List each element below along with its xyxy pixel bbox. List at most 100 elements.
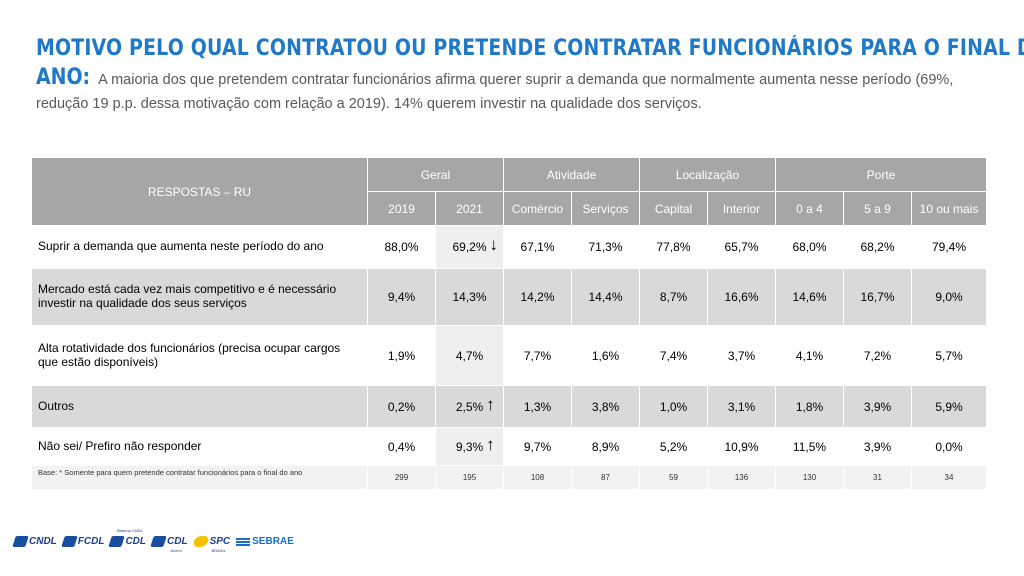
row-label: Outros — [31, 385, 368, 428]
column-header: Capital — [639, 191, 708, 226]
cell-value: 3,8% — [571, 385, 640, 428]
cell-value: 16,7% — [843, 268, 912, 326]
cell-value: 8,7% — [639, 268, 708, 326]
cell-value: 5,9% — [910, 385, 988, 428]
cell-value: 88,0% — [367, 225, 436, 269]
cell-value: 3,7% — [707, 325, 776, 386]
cell-value: 67,1% — [503, 225, 572, 269]
arrow-up-icon: ↑ — [486, 394, 495, 414]
cell-value: 4,7% — [435, 325, 504, 386]
base-value: 136 — [707, 465, 776, 490]
partner-logos: CNDL FCDL Sistema CNDL CDL CDL Jovem SPC BR… — [12, 528, 294, 553]
cell-value: 2,5% ↑ — [435, 385, 504, 428]
cell-value: 1,8% — [775, 385, 844, 428]
sebrae-mark-icon — [236, 537, 251, 546]
page-title: MOTIVO PELO QUAL CONTRATOU OU PRETENDE C… — [36, 36, 1024, 61]
cell-value: 14,4% — [571, 268, 640, 326]
group-header-geral: Geral — [367, 157, 504, 192]
base-row: Base: * Somente para quem pretende contr… — [31, 465, 988, 490]
logo-name: SPC — [209, 536, 231, 547]
cell-value: 1,3% — [503, 385, 572, 428]
column-header: 2021 — [435, 191, 504, 226]
base-value: 130 — [775, 465, 844, 490]
base-label: Base: * Somente para quem pretende contr… — [31, 465, 368, 490]
cell-value: 9,7% — [503, 427, 572, 466]
spc-mark-icon — [191, 536, 210, 547]
cell-value: 8,9% — [571, 427, 640, 466]
sebrae-logo: SEBRAE — [236, 536, 294, 547]
logo-caption: Jovem — [170, 548, 182, 553]
cell-value: 5,7% — [910, 325, 988, 386]
cell-value: 0,4% — [367, 427, 436, 466]
cell-value: 9,0% — [910, 268, 988, 326]
base-value: 195 — [435, 465, 504, 490]
cndl-mark-icon — [12, 536, 29, 547]
logo-caption: Sistema CNDL — [116, 528, 143, 533]
cell-value: 3,9% — [843, 427, 912, 466]
cdl-jovem-logo: CDL Jovem — [150, 536, 188, 553]
column-header: 0 a 4 — [775, 191, 844, 226]
row-label: Mercado está cada vez mais competitivo e… — [31, 268, 368, 326]
cell-value: 9,3% ↑ — [435, 427, 504, 466]
cdl-jovem-mark-icon — [150, 536, 167, 547]
title-lead: ANO: — [36, 64, 91, 90]
subtitle-line-1: ANO: A maioria dos que pretendem contrat… — [36, 65, 996, 92]
cell-value: 14,6% — [775, 268, 844, 326]
cell-value: 5,2% — [639, 427, 708, 466]
cell-value: 0,0% — [910, 427, 988, 466]
table-row: Não sei/ Prefiro não responder 0,4% 9,3%… — [31, 427, 988, 466]
subtitle-text-2: redução 19 p.p. dessa motivação com rela… — [36, 95, 702, 112]
cell-value: 7,2% — [843, 325, 912, 386]
row-label: Não sei/ Prefiro não responder — [31, 427, 368, 466]
table-row: Alta rotatividade dos funcionários (prec… — [31, 325, 988, 386]
cell-value-text: 69,2% — [452, 240, 487, 254]
base-value: 34 — [910, 465, 988, 490]
cell-value: 7,7% — [503, 325, 572, 386]
title-block: MOTIVO PELO QUAL CONTRATOU OU PRETENDE C… — [36, 36, 1024, 113]
cell-value: 9,4% — [367, 268, 436, 326]
row-label: Suprir a demanda que aumenta neste perío… — [31, 225, 368, 269]
column-header: 5 a 9 — [843, 191, 912, 226]
results-table: RESPOSTAS – RU Geral Atividade Localizaç… — [31, 157, 988, 490]
row-label: Alta rotatividade dos funcionários (prec… — [31, 325, 368, 386]
table-row: Suprir a demanda que aumenta neste perío… — [31, 225, 988, 269]
group-header-porte: Porte — [774, 157, 988, 192]
logo-name: CDL — [125, 536, 147, 547]
cell-value: 7,4% — [639, 325, 708, 386]
logo-name: FCDL — [77, 536, 105, 547]
cell-value: 65,7% — [707, 225, 776, 269]
cell-value: 3,1% — [707, 385, 776, 428]
cdl-mark-icon — [108, 536, 126, 547]
cell-value: 1,9% — [367, 325, 436, 386]
responses-header: RESPOSTAS – RU — [31, 157, 368, 226]
cndl-logo: CNDL — [12, 536, 57, 547]
column-header: 10 ou mais — [910, 191, 988, 226]
logo-caption: BRASIL — [211, 548, 226, 553]
cell-value: 71,3% — [571, 225, 640, 269]
table-row: Outros 0,2% 2,5% ↑ 1,3% 3,8% 1,0% 3,1% 1,… — [31, 385, 988, 428]
logo-name: SEBRAE — [252, 536, 294, 547]
logo-name: CNDL — [29, 536, 57, 547]
subtitle-text-1: A maioria dos que pretendem contratar fu… — [94, 71, 954, 88]
cell-value: 69,2% ↓ — [435, 225, 504, 269]
cdl-logo: Sistema CNDL CDL — [108, 528, 147, 547]
base-value: 59 — [639, 465, 708, 490]
group-header-atividade: Atividade — [503, 157, 640, 192]
cell-value-text: 2,5% — [455, 399, 484, 414]
column-header: Serviços — [571, 191, 640, 226]
arrow-up-icon: ↑ — [486, 434, 495, 454]
cell-value-text: 9,3% — [455, 439, 484, 454]
cell-value: 77,8% — [639, 225, 708, 269]
cell-value: 4,1% — [775, 325, 844, 386]
cell-value: 1,6% — [571, 325, 640, 386]
column-header: Interior — [707, 191, 776, 226]
group-header-localizacao: Localização — [639, 157, 776, 192]
cell-value: 68,2% — [843, 225, 912, 269]
base-value: 108 — [503, 465, 572, 490]
cell-value: 10,9% — [707, 427, 776, 466]
table-row: Mercado está cada vez mais competitivo e… — [31, 268, 988, 326]
spc-brasil-logo: SPC BRASIL — [191, 536, 231, 553]
cell-value: 14,3% — [435, 268, 504, 326]
cell-value: 1,0% — [639, 385, 708, 428]
column-header: Comércio — [503, 191, 572, 226]
